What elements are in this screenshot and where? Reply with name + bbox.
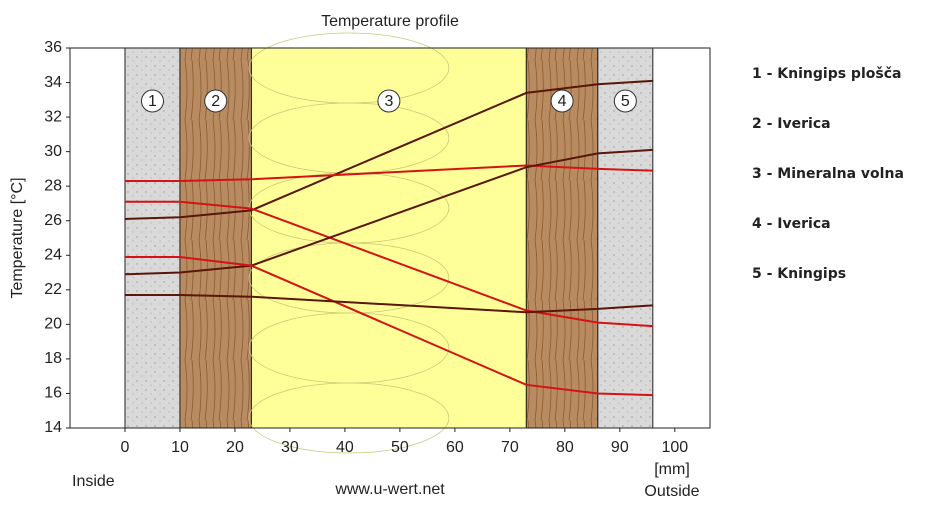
- x-tick-label: 70: [501, 439, 519, 456]
- chart-title: Temperature profile: [321, 13, 459, 30]
- layer-number: 4: [558, 93, 567, 110]
- x-tick-label: 40: [336, 439, 354, 456]
- legend-entry: 4 - Iverica: [752, 216, 831, 232]
- wool-texture: [248, 382, 450, 454]
- y-tick-label: 30: [44, 143, 62, 160]
- y-tick-label: 32: [44, 108, 62, 125]
- layer-number: 3: [384, 93, 393, 110]
- plot-frame: [69, 47, 711, 429]
- y-tick-label: 28: [44, 177, 62, 194]
- x-tick-label: 0: [121, 439, 130, 456]
- layer-number: 1: [148, 93, 157, 110]
- temperature-line: [124, 256, 653, 397]
- legend-entry: 2 - Iverica: [752, 116, 831, 132]
- y-tick-label: 22: [44, 281, 62, 298]
- x-tick-label: 60: [446, 439, 464, 456]
- y-tick-label: 26: [44, 212, 62, 229]
- legend-entry: 5 - Kningips: [752, 266, 846, 282]
- y-tick-label: 34: [44, 74, 62, 91]
- source: www.u-wert.net: [334, 481, 445, 498]
- x-tick-label: 30: [281, 439, 299, 456]
- layer-badge: [377, 89, 401, 113]
- x-tick-label: 90: [611, 439, 629, 456]
- layer-badge: [140, 89, 164, 113]
- x-tick-label: 50: [391, 439, 409, 456]
- outside-label: Outside: [644, 483, 699, 500]
- layer-badge: [550, 89, 574, 113]
- temperature-line: [124, 294, 653, 314]
- x-unit: [mm]: [654, 461, 690, 478]
- x-tick-label: 100: [661, 439, 688, 456]
- layer-number: 5: [621, 93, 630, 110]
- legend-entry: 3 - Mineralna volna: [752, 166, 904, 182]
- layer-badge: [204, 89, 228, 113]
- temperature-line: [124, 200, 653, 328]
- legend-entry: 1 - Kningips plošča: [752, 66, 901, 82]
- temperature-line: [124, 164, 653, 182]
- x-tick-label: 20: [226, 439, 244, 456]
- inside-label: Inside: [72, 473, 115, 490]
- x-tick-label: 10: [171, 439, 189, 456]
- y-tick-label: 18: [44, 350, 62, 367]
- temperature-line: [124, 148, 653, 276]
- temperature-line: [124, 79, 653, 220]
- layer-number: 2: [211, 93, 220, 110]
- y-axis-label: Temperature [°C]: [9, 177, 26, 298]
- layer-badge: [613, 89, 637, 113]
- y-tick-label: 14: [44, 419, 62, 436]
- y-tick-label: 24: [44, 246, 62, 263]
- x-tick-label: 80: [556, 439, 574, 456]
- y-tick-label: 20: [44, 316, 62, 333]
- y-tick-label: 36: [44, 39, 62, 56]
- y-tick-label: 16: [44, 385, 62, 402]
